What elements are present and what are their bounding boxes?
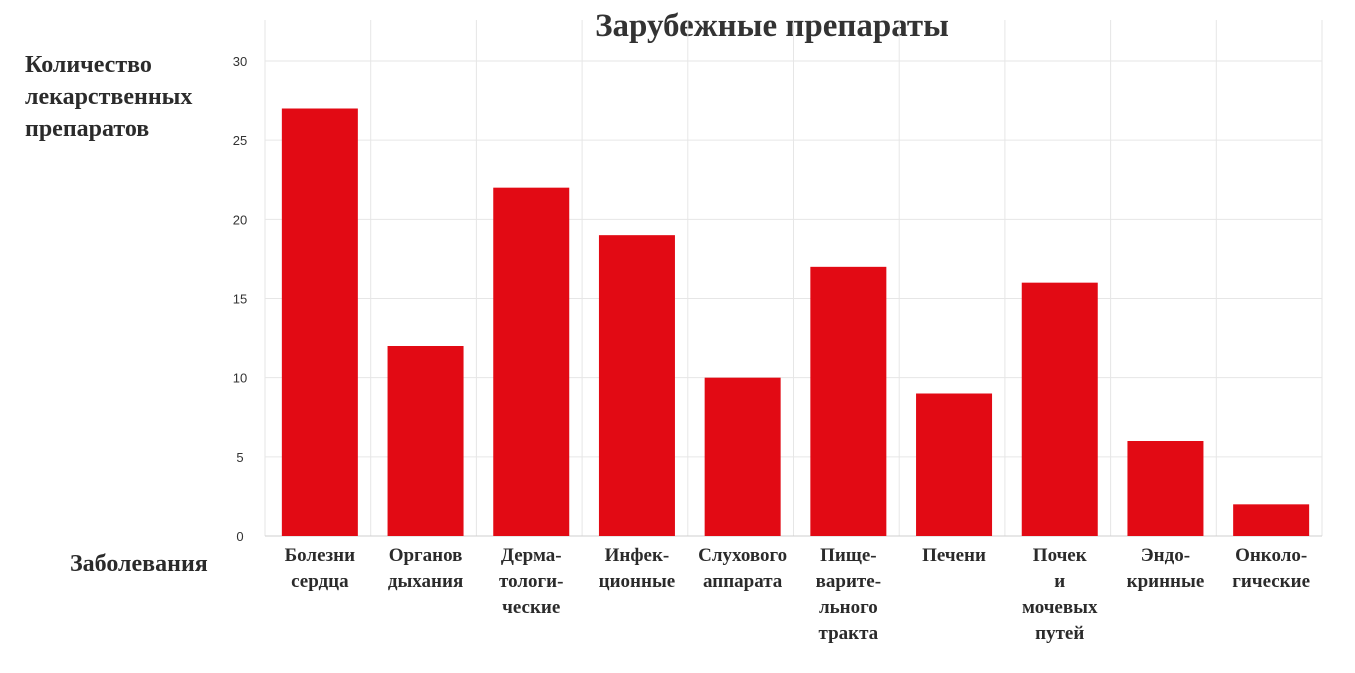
x-tick-label-line: мочевых [1022,597,1098,618]
x-tick-label-line: Болезни [285,545,355,566]
y-axis-ticks: 0 5 10 15 20 25 30 [233,54,247,544]
bar [281,108,358,536]
x-tick-label-line: гические [1232,571,1310,592]
x-tick-label-line: тологи- [499,571,563,592]
x-tick-label-line: ческие [502,597,560,618]
x-tick-label: Почек и мочевых путей [1022,545,1098,644]
bar [810,266,887,536]
x-tick-label-line: сердца [291,571,349,592]
x-tick-label: Эндо-кринные [1127,545,1205,592]
x-tick-label-line: Почек [1033,545,1087,566]
bar [387,346,464,536]
x-tick-label-line: Печени [922,545,986,566]
x-tick-label-line: варите- [816,571,881,592]
x-tick-label-line: кринные [1127,571,1205,592]
y-axis-title-line: препаратов [25,116,149,142]
x-tick-label-line: тракта [819,623,879,644]
bar [704,377,781,536]
x-tick-label: Болезни сердца [285,545,355,592]
x-axis-ticks: Болезни сердца Органов дыхания Дерма-тологи-… [285,545,1310,644]
x-tick-label-line: Инфек- [605,545,670,566]
x-tick-label-line: Органов [389,545,463,566]
bar [1127,441,1204,536]
x-tick-label: Дерма-тологи-ческие [499,545,563,618]
chart-title: Зарубежные препараты [595,8,949,44]
x-tick-label: Слухового аппарата [698,545,787,592]
x-tick-label-line: Пище- [820,545,877,566]
bar [1233,504,1310,536]
y-tick-label: 20 [233,212,247,227]
y-tick-label: 5 [236,450,243,465]
x-tick-label-line: льного [819,597,878,618]
bar [916,393,993,536]
x-tick-label: Пище-варите-льного тракта [816,545,881,644]
x-tick-label-line: аппарата [703,571,783,592]
y-axis-title-line: Количество [25,52,152,78]
y-tick-label: 15 [233,292,247,307]
x-tick-label-line: Дерма- [501,545,562,566]
y-tick-label: 0 [236,529,243,544]
bar [493,187,570,536]
x-tick-label-line: дыхания [388,571,463,592]
x-tick-label-line: Слухового [698,545,787,566]
x-tick-label-line: ционные [599,571,676,592]
x-tick-label: Онколо-гические [1232,545,1310,592]
bar [598,235,675,536]
y-tick-label: 25 [233,133,247,148]
bars [281,108,1310,536]
x-tick-label: Инфек-ционные [599,545,676,592]
y-tick-label: 30 [233,54,247,69]
x-axis-title: Заболевания [70,551,208,577]
y-axis-title-line: лекарственных [25,84,192,110]
x-tick-label: Органов дыхания [388,545,463,592]
y-tick-label: 10 [233,371,247,386]
x-tick-label-line: Онколо- [1235,545,1307,566]
x-tick-label-line: и [1054,571,1065,592]
y-axis-title: Количество лекарственных препаратов [25,52,192,142]
x-tick-label-line: путей [1035,623,1084,644]
x-tick-label-line: Эндо- [1141,545,1190,566]
x-tick-label: Печени [922,545,986,566]
y-axis-title-text: Количество лекарственных препаратов [25,52,192,142]
grid [264,20,1323,537]
bar [1021,282,1098,536]
